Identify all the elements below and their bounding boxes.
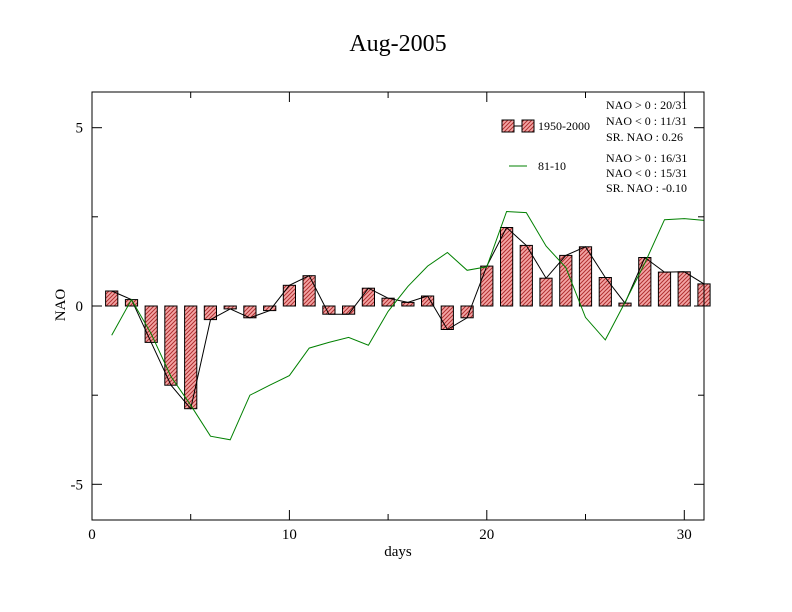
legend: 1950-2000 81-10: [501, 119, 590, 173]
bar-day-18: [440, 305, 454, 330]
bar-day-30: [677, 271, 691, 307]
series-line-81-10: [111, 210, 705, 441]
y-tick-label-0: 0: [76, 299, 84, 315]
plot-area: 0 10 20 30 -5 0 5: [71, 91, 711, 543]
y-tick-label-5: 5: [76, 121, 84, 137]
legend-label-1950-2000: 1950-2000: [538, 119, 590, 133]
chart-title: Aug-2005: [349, 31, 446, 57]
stats-1950-2000-negative: NAO < 0 : 11/31: [606, 114, 687, 128]
legend-swatch-1950-2000-right: [521, 119, 535, 133]
bar-day-26: [598, 277, 612, 307]
bar-day-23: [539, 277, 553, 307]
stats-81-10-positive: NAO > 0 : 16/31: [606, 151, 687, 165]
bar-day-28: [638, 257, 652, 307]
bar-day-5: [184, 305, 198, 410]
bar-day-16: [401, 301, 415, 307]
x-axis-label: days: [384, 544, 412, 560]
stats-81-10-sr: SR. NAO : -0.10: [606, 181, 687, 195]
legend-label-81-10: 81-10: [538, 159, 566, 173]
bar-day-3: [144, 305, 158, 343]
stats-block: NAO > 0 : 20/31 NAO < 0 : 11/31 SR. NAO …: [606, 98, 687, 195]
bar-day-21: [500, 227, 514, 307]
x-tick-label-20: 20: [479, 527, 494, 543]
bar-day-10: [282, 284, 296, 307]
x-tick-label-10: 10: [282, 527, 297, 543]
x-tick-label-0: 0: [88, 527, 96, 543]
x-tick-label-30: 30: [677, 527, 692, 543]
stats-1950-2000-sr: SR. NAO : 0.26: [606, 130, 683, 144]
bar-day-20: [480, 265, 494, 307]
y-axis-label: NAO: [53, 289, 69, 322]
stats-1950-2000-positive: NAO > 0 : 20/31: [606, 98, 687, 112]
bar-day-12: [322, 305, 336, 315]
bar-day-13: [342, 305, 356, 315]
bar-day-22: [519, 244, 533, 307]
stats-81-10-negative: NAO < 0 : 15/31: [606, 166, 687, 180]
bar-day-11: [302, 275, 316, 307]
bar-day-29: [657, 271, 672, 307]
series-line-1950-2000: [111, 226, 705, 410]
bar-day-25: [578, 246, 593, 307]
bar-day-4: [164, 305, 178, 386]
legend-swatch-1950-2000: [501, 119, 515, 133]
y-tick-label--5: -5: [71, 477, 84, 493]
